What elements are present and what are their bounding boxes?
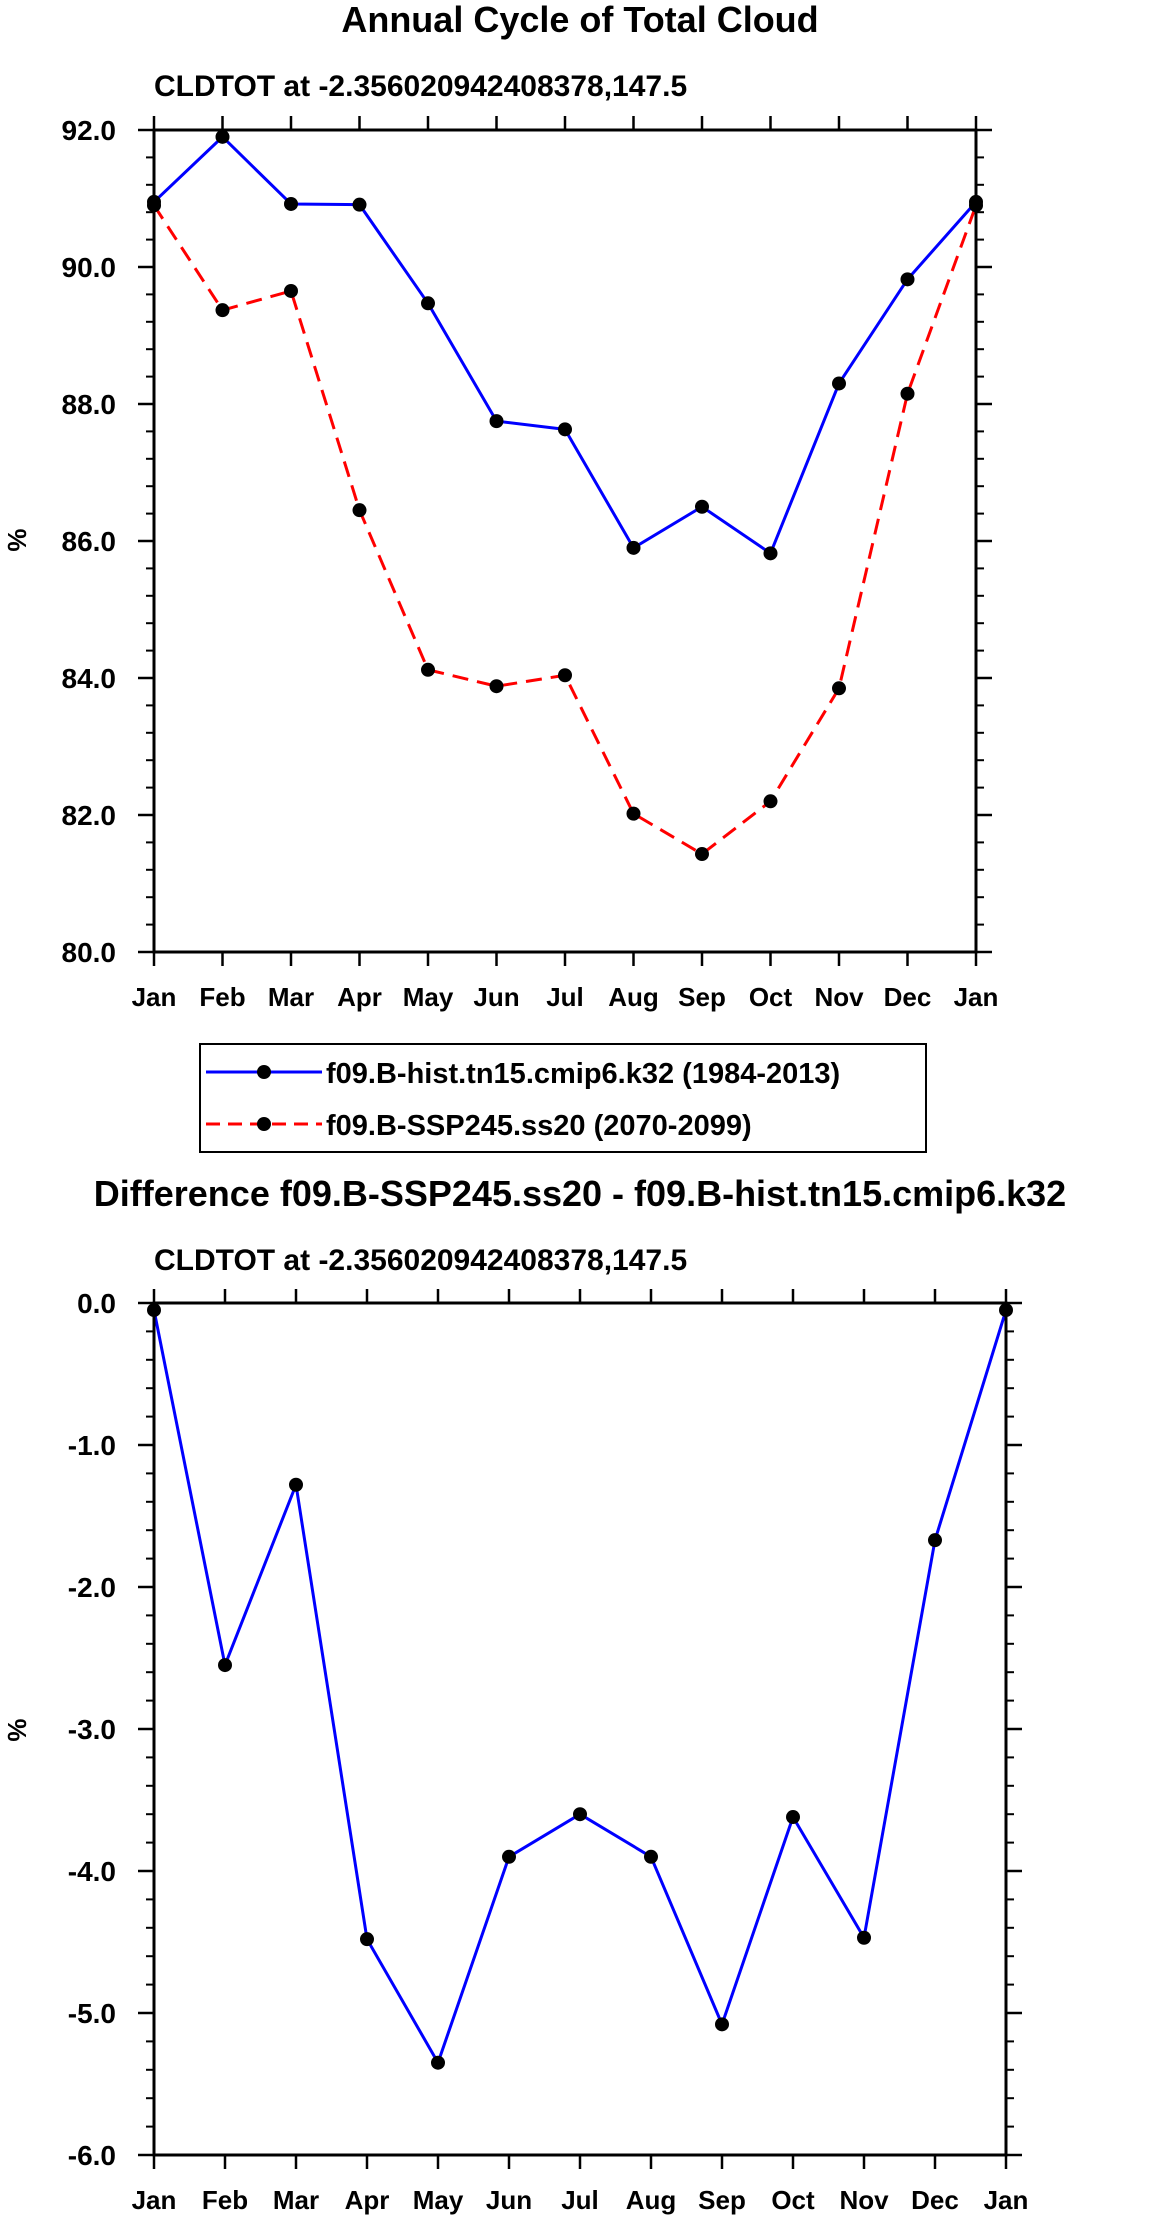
legend-label-hist: f09.B-hist.tn15.cmip6.k32 (1984-2013): [326, 1058, 840, 1090]
chart-marks: Jan Feb Mar Apr May Jun Jul Aug Sep Oct Nov Dec Jan-…: [68, 1288, 1029, 2215]
y-tick-label: -1.0: [68, 1430, 116, 1461]
data-point: [573, 1807, 587, 1822]
x-tick-label: Jul: [561, 2185, 599, 2215]
y-tick-label: 82.0: [62, 800, 117, 831]
x-tick-label: Jan: [984, 2185, 1029, 2215]
data-point: [900, 272, 915, 287]
data-point: [786, 1810, 800, 1825]
data-point: [626, 540, 641, 555]
y-axis-label: %: [2, 1718, 32, 1741]
data-point: [715, 2017, 729, 2032]
x-tick-label: Aug: [626, 2185, 677, 2215]
data-point: [558, 422, 572, 437]
y-tick-label: 92.0: [62, 115, 117, 146]
x-tick-label: Mar: [273, 2185, 319, 2215]
data-point: [489, 679, 504, 694]
data-point: [431, 2055, 445, 2070]
plot-frame: [152, 128, 978, 954]
legend-label-ssp: f09.B-SSP245.ss20 (2070-2099): [326, 1110, 752, 1142]
data-point: [695, 847, 709, 862]
x-tick-label: Nov: [814, 982, 864, 1012]
y-tick-label: 90.0: [62, 252, 117, 283]
data-point: [763, 794, 778, 809]
x-tick-label: Sep: [698, 2185, 746, 2215]
y-tick-label: 0.0: [77, 1288, 116, 1319]
data-point: [489, 414, 504, 429]
y-tick-label: -3.0: [68, 1714, 116, 1745]
x-tick-label: Jun: [473, 982, 519, 1012]
data-point: [421, 662, 435, 677]
y-tick-label: -2.0: [68, 1572, 116, 1603]
x-tick-label: Oct: [749, 982, 793, 1012]
chart-subtitle: CLDTOT at -2.356020942408378,147.5: [154, 1244, 687, 1277]
x-tick-label: Sep: [678, 982, 726, 1012]
data-point: [289, 1477, 303, 1492]
x-tick-label: Apr: [337, 982, 382, 1012]
data-point: [900, 386, 915, 401]
data-point: [832, 376, 846, 391]
y-tick-label: 84.0: [62, 663, 117, 694]
data-point: [218, 1658, 232, 1673]
data-point: [352, 197, 367, 212]
data-point: [644, 1849, 658, 1864]
series-line-0: [152, 135, 978, 555]
data-point: [284, 283, 298, 298]
y-tick-label: -5.0: [68, 1998, 116, 2029]
x-tick-label: May: [413, 2185, 464, 2215]
x-tick-label: Aug: [608, 982, 659, 1012]
chart-marks: Jan Feb Mar Apr May Jun Jul Aug Sep Oct Nov Dec Jan 8…: [62, 115, 999, 1012]
y-axis-label: %: [2, 528, 32, 551]
data-point: [832, 681, 846, 696]
y-tick-label: -6.0: [68, 2140, 116, 2171]
chart-subtitle: CLDTOT at -2.356020942408378,147.5: [154, 70, 687, 103]
legend-box: [199, 1043, 927, 1153]
legend-marker-ssp: [257, 1117, 271, 1131]
legend: f09.B-hist.tn15.cmip6.k32 (1984-2013) f0…: [199, 1043, 927, 1153]
data-point: [502, 1849, 516, 1864]
x-tick-label: Jul: [546, 982, 584, 1012]
y-tick-label: 80.0: [62, 937, 117, 968]
data-point: [763, 546, 778, 561]
plot-frame: [152, 1301, 1008, 2157]
data-point: [626, 806, 641, 821]
x-tick-label: Apr: [345, 2185, 390, 2215]
data-point: [421, 296, 435, 311]
legend-marker-hist: [257, 1065, 271, 1079]
x-tick-label: Jan: [954, 982, 999, 1012]
data-point: [558, 668, 572, 683]
chart-title: Difference f09.B-SSP245.ss20 - f09.B-his…: [94, 1173, 1066, 1214]
x-tick-label: May: [403, 982, 454, 1012]
x-tick-label: Jun: [486, 2185, 532, 2215]
data-point: [215, 303, 230, 318]
y-tick-label: 88.0: [62, 389, 117, 420]
y-tick-label: 86.0: [62, 526, 117, 557]
x-tick-label: Jan: [132, 982, 177, 1012]
x-tick-label: Feb: [202, 2185, 248, 2215]
series-line-1: [152, 204, 978, 856]
data-point: [695, 499, 709, 514]
x-tick-label: Feb: [199, 982, 245, 1012]
data-point: [857, 1930, 871, 1945]
x-tick-label: Mar: [268, 982, 314, 1012]
x-tick-label: Dec: [884, 982, 932, 1012]
series-line-0: [152, 1309, 1008, 2065]
data-point: [928, 1533, 942, 1548]
data-point: [284, 196, 298, 211]
chart-title: Annual Cycle of Total Cloud: [341, 0, 818, 40]
difference-chart: Difference f09.B-SSP245.ss20 - f09.B-his…: [2, 1173, 1066, 2215]
data-point: [352, 503, 367, 518]
x-tick-label: Nov: [839, 2185, 889, 2215]
x-tick-label: Dec: [911, 2185, 959, 2215]
y-tick-label: -4.0: [68, 1856, 116, 1887]
data-point: [360, 1932, 374, 1947]
data-point: [215, 129, 230, 144]
annual-cycle-chart: Annual Cycle of Total Cloud CLDTOT at -2…: [2, 0, 998, 1012]
x-tick-label: Jan: [132, 2185, 177, 2215]
x-tick-label: Oct: [771, 2185, 815, 2215]
